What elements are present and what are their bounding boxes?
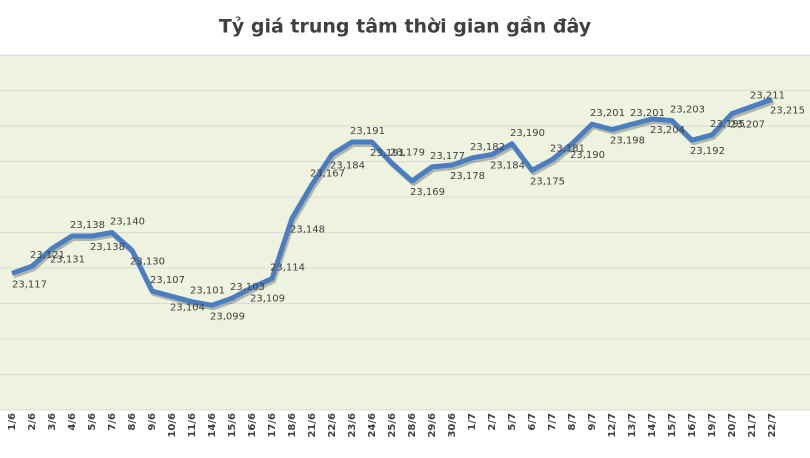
data-label: 23,140 (110, 217, 145, 228)
data-label: 23,138 (90, 242, 125, 253)
chart-title: Tỷ giá trung tâm thời gian gần đây (219, 15, 592, 38)
x-tick-label: 22/6 (327, 413, 338, 438)
data-label: 23,101 (190, 286, 225, 297)
x-tick-label: 14/7 (647, 413, 658, 438)
x-tick-label: 19/7 (707, 413, 718, 438)
data-label: 23,215 (770, 105, 805, 116)
x-tick-label: 13/7 (627, 413, 638, 438)
x-tick-label: 21/7 (747, 413, 758, 438)
x-tick-label: 1/6 (7, 413, 18, 431)
data-label: 23,177 (430, 151, 465, 162)
x-tick-label: 18/6 (287, 413, 298, 438)
x-tick-label: 20/7 (727, 413, 738, 438)
data-label: 23,131 (50, 254, 85, 265)
x-tick-label: 15/7 (667, 413, 678, 438)
data-label: 23,103 (230, 282, 265, 293)
x-tick-label: 7/6 (107, 413, 118, 431)
x-tick-label: 30/6 (447, 413, 458, 438)
data-label: 23,130 (130, 256, 165, 267)
x-tick-label: 25/6 (387, 413, 398, 438)
data-label: 23,175 (530, 176, 565, 187)
data-label: 23,179 (390, 147, 425, 158)
x-tick-label: 9/7 (587, 413, 598, 431)
data-label: 23,191 (350, 126, 385, 137)
x-tick-label: 17/6 (267, 413, 278, 438)
x-tick-label: 23/6 (347, 413, 358, 438)
x-tick-label: 5/7 (507, 413, 518, 431)
x-tick-label: 16/7 (687, 413, 698, 438)
x-tick-label: 8/6 (127, 413, 138, 431)
data-label: 23,192 (690, 146, 725, 157)
data-label: 23,107 (150, 275, 185, 286)
data-label: 23,198 (610, 136, 645, 147)
data-label: 23,099 (210, 311, 245, 322)
data-label: 23,190 (570, 150, 605, 161)
data-label: 23,181 (550, 144, 585, 155)
data-label: 23,182 (470, 142, 505, 153)
x-tick-label: 15/6 (227, 413, 238, 438)
data-label: 23,201 (590, 108, 625, 119)
x-tick-label: 10/6 (167, 413, 178, 438)
x-tick-label: 22/7 (767, 413, 778, 438)
x-tick-label: 28/6 (407, 413, 418, 438)
x-tick-label: 11/6 (187, 413, 198, 438)
data-label: 23,167 (310, 169, 345, 180)
data-label: 23,190 (510, 128, 545, 139)
x-tick-label: 9/6 (147, 413, 158, 431)
x-tick-label: 8/7 (567, 413, 578, 431)
x-tick-label: 14/6 (207, 413, 218, 438)
data-label: 23,184 (490, 160, 525, 171)
data-label: 23,201 (630, 108, 665, 119)
x-tick-label: 5/6 (87, 413, 98, 431)
data-label: 23,211 (750, 90, 785, 101)
data-label: 23,117 (12, 279, 47, 290)
x-tick-label: 3/6 (47, 413, 58, 431)
data-label: 23,138 (70, 220, 105, 231)
x-tick-label: 2/6 (27, 413, 38, 431)
data-label: 23,114 (270, 263, 305, 274)
x-tick-label: 2/7 (487, 413, 498, 431)
x-tick-label: 4/6 (67, 413, 78, 431)
x-tick-label: 1/7 (467, 413, 478, 431)
data-label: 23,203 (670, 105, 705, 116)
x-tick-label: 24/6 (367, 413, 378, 438)
data-label: 23,195 (710, 119, 745, 130)
data-label: 23,169 (410, 187, 445, 198)
x-tick-label: 12/7 (607, 413, 618, 438)
x-tick-label: 16/6 (247, 413, 258, 438)
x-tick-label: 6/7 (527, 413, 538, 431)
data-label: 23,191 (370, 148, 405, 159)
data-label: 23,178 (450, 171, 485, 182)
data-label: 23,148 (290, 224, 325, 235)
x-tick-label: 29/6 (427, 413, 438, 438)
data-label: 23,104 (170, 302, 205, 313)
data-label: 23,204 (650, 125, 685, 136)
data-label: 23,109 (250, 294, 285, 305)
data-label: 23,184 (330, 160, 365, 171)
data-label: 23,121 (30, 250, 65, 261)
x-tick-label: 7/7 (547, 413, 558, 431)
series-line (11, 97, 773, 308)
x-tick-label: 21/6 (307, 413, 318, 438)
data-label: 23,207 (730, 120, 765, 131)
